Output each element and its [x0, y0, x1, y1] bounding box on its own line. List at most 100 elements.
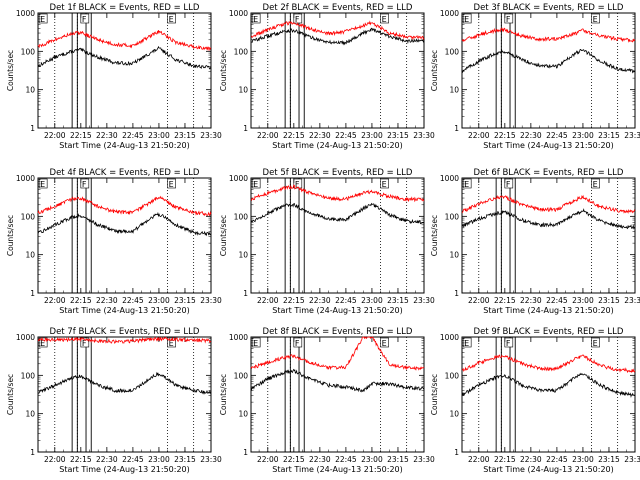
panel-9: Det 9f BLACK = Events, RED = LLD E F E 1 10 10…: [430, 327, 640, 474]
panel-3: Det 3f BLACK = Events, RED = LLD E F E 1 10 10…: [430, 3, 640, 150]
flag-label: E: [464, 339, 469, 348]
y-tick-label: 100: [21, 371, 36, 380]
flag-box: [380, 178, 389, 189]
flag-box: [38, 13, 48, 24]
x-tick-label: 23:30: [413, 455, 435, 464]
plot-frame: [37, 177, 212, 294]
y-tick-label: 10: [238, 86, 248, 95]
y-axis-label: Counts/sec: [6, 50, 15, 91]
y-tick-label: 10: [238, 410, 248, 419]
flag-label: F: [295, 180, 300, 189]
flag-box: [293, 178, 303, 189]
flag-label: E: [593, 15, 598, 24]
events-series-line: [250, 202, 425, 225]
y-tick-label: 10: [238, 251, 248, 260]
plot-frame: [250, 336, 425, 453]
panel-title: Det 6f BLACK = Events, RED = LLD: [474, 168, 624, 178]
x-tick-label: 22:15: [494, 455, 516, 464]
panel-title: Det 5f BLACK = Events, RED = LLD: [263, 168, 413, 178]
x-tick-label: 22:30: [520, 455, 542, 464]
x-tick-label: 22:30: [309, 131, 331, 140]
x-tick-label: 23:00: [572, 296, 594, 305]
plot-frame: [250, 177, 425, 294]
panel-2: Det 2f BLACK = Events, RED = LLD E F E 1 10 10…: [219, 3, 435, 150]
x-tick-label: 23:30: [200, 455, 222, 464]
flag-label: F: [295, 339, 300, 348]
x-axis-label: Start Time (24-Aug-13 21:50:20): [483, 306, 614, 315]
panel-1: Det 1f BLACK = Events, RED = LLD E F E 1 10 10…: [6, 3, 222, 150]
x-tick-label: 22:15: [70, 455, 92, 464]
flag-box: [462, 178, 472, 189]
lld-series-line: [461, 194, 636, 214]
flag-label: F: [82, 15, 87, 24]
x-tick-label: 23:00: [572, 455, 594, 464]
flag-box: [504, 178, 514, 189]
y-axis-label: Counts/sec: [430, 374, 439, 415]
x-tick-label: 22:15: [283, 455, 305, 464]
flag-label: E: [253, 339, 258, 348]
flag-label: F: [295, 15, 300, 24]
flag-label: E: [464, 180, 469, 189]
y-axis-label: Counts/sec: [219, 374, 228, 415]
x-tick-label: 23:00: [148, 455, 170, 464]
x-tick-label: 22:00: [257, 131, 279, 140]
x-tick-label: 23:30: [624, 131, 640, 140]
x-tick-label: 22:45: [335, 455, 357, 464]
panel-6: Det 6f BLACK = Events, RED = LLD E F E 1 10 10…: [430, 168, 640, 315]
panel-title: Det 9f BLACK = Events, RED = LLD: [474, 327, 624, 337]
x-tick-label: 23:15: [598, 296, 620, 305]
y-axis-label: Counts/sec: [6, 215, 15, 256]
y-tick-label: 1: [243, 124, 248, 133]
x-tick-label: 22:00: [468, 455, 490, 464]
flag-box: [591, 337, 600, 348]
y-tick-label: 1: [30, 289, 35, 298]
plot-frame: [37, 12, 212, 129]
y-tick-label: 1000: [229, 9, 248, 18]
x-tick-label: 23:15: [387, 455, 409, 464]
flag-label: E: [169, 15, 174, 24]
x-tick-label: 23:15: [598, 131, 620, 140]
y-tick-label: 10: [25, 410, 35, 419]
x-tick-label: 22:45: [335, 296, 357, 305]
y-tick-label: 1: [454, 448, 459, 457]
x-tick-label: 22:45: [122, 296, 144, 305]
flag-box: [591, 178, 600, 189]
x-tick-label: 22:15: [494, 296, 516, 305]
y-tick-label: 1000: [16, 333, 35, 342]
y-tick-label: 100: [234, 212, 249, 221]
x-axis-label: Start Time (24-Aug-13 21:50:20): [483, 141, 614, 150]
y-tick-label: 1000: [440, 174, 459, 183]
x-tick-label: 23:00: [361, 296, 383, 305]
plot-frame: [461, 177, 636, 294]
y-axis-label: Counts/sec: [219, 50, 228, 91]
x-tick-label: 22:45: [546, 455, 568, 464]
x-tick-label: 22:00: [468, 296, 490, 305]
x-axis-label: Start Time (24-Aug-13 21:50:20): [59, 465, 190, 474]
x-tick-label: 22:15: [494, 131, 516, 140]
flag-label: F: [82, 180, 87, 189]
flag-label: E: [464, 15, 469, 24]
x-tick-label: 23:30: [413, 131, 435, 140]
x-tick-label: 22:00: [44, 131, 66, 140]
lld-series-line: [250, 184, 425, 203]
flag-box: [380, 13, 389, 24]
y-tick-label: 1000: [229, 333, 248, 342]
y-tick-label: 100: [445, 212, 460, 221]
flag-box: [167, 337, 176, 348]
y-axis-label: Counts/sec: [219, 215, 228, 256]
x-axis-label: Start Time (24-Aug-13 21:50:20): [59, 141, 190, 150]
x-tick-label: 22:30: [96, 131, 118, 140]
x-tick-label: 22:30: [520, 296, 542, 305]
flag-label: F: [506, 15, 511, 24]
y-tick-label: 1000: [440, 333, 459, 342]
flag-box: [251, 178, 261, 189]
lld-series-line: [37, 30, 212, 52]
flag-box: [504, 337, 514, 348]
y-tick-label: 1000: [229, 174, 248, 183]
y-tick-label: 100: [445, 371, 460, 380]
panel-4: Det 4f BLACK = Events, RED = LLD E F E 1 10 10…: [6, 168, 222, 315]
y-tick-label: 10: [449, 410, 459, 419]
flag-label: E: [593, 339, 598, 348]
y-tick-label: 1000: [440, 9, 459, 18]
